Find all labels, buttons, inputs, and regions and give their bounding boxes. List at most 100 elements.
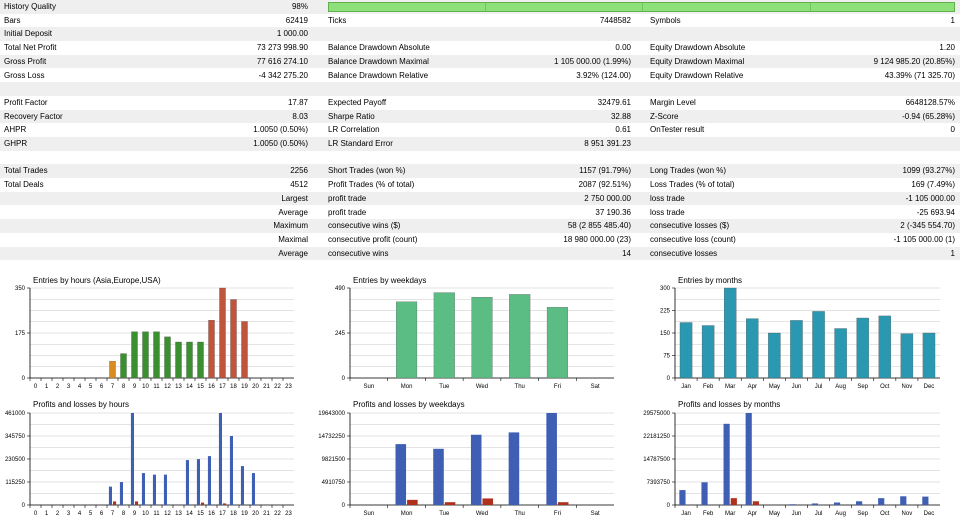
bar bbox=[219, 287, 226, 379]
chart-title: Profits and losses by weekdays bbox=[353, 400, 465, 409]
chart-panel: 0 75 150 225 300 Jan Feb Mar Apr May Jun Jul Aug Sep O… bbox=[640, 276, 960, 396]
chart-title: Entries by hours (Asia,Europe,USA) bbox=[33, 276, 161, 285]
bar bbox=[812, 311, 825, 379]
y-tick-label: 461000 bbox=[5, 411, 26, 417]
x-tick-label: 19 bbox=[241, 511, 248, 517]
loss-bar bbox=[557, 502, 569, 505]
stat-value: 1099 (93.27%) bbox=[902, 166, 955, 176]
stat-value: 8.03 bbox=[292, 111, 308, 121]
bar bbox=[109, 361, 116, 379]
profit-bar bbox=[745, 413, 752, 505]
x-tick-label: 20 bbox=[252, 511, 259, 517]
x-tick-label: Jun bbox=[792, 511, 802, 517]
stat-label: Gross Profit bbox=[4, 56, 47, 66]
stats-row: Total Trades 2256 Short Trades (won %) 1157… bbox=[0, 164, 960, 179]
stat-value: 77 616 274.10 bbox=[256, 56, 308, 66]
stat-value: 58 (2 855 485.40) bbox=[567, 221, 631, 231]
x-tick-label: 1 bbox=[45, 384, 49, 390]
x-tick-label: 9 bbox=[133, 511, 137, 517]
bar bbox=[834, 328, 847, 379]
stat-value: 32.88 bbox=[610, 111, 631, 121]
bar bbox=[230, 299, 237, 379]
x-tick-label: 0 bbox=[34, 511, 38, 517]
x-tick-label: 16 bbox=[208, 384, 215, 390]
y-tick-label: 75 bbox=[663, 354, 670, 360]
stats-row: Largest profit trade 2 750 000.00 loss trad… bbox=[0, 191, 960, 206]
profit-bar bbox=[229, 436, 233, 505]
x-tick-label: Sep bbox=[857, 511, 868, 517]
y-tick-label: 345750 bbox=[5, 434, 26, 440]
x-tick-label: Jul bbox=[815, 511, 823, 517]
stat-label: consecutive wins ($) bbox=[328, 221, 401, 231]
profit-bar bbox=[811, 503, 819, 505]
x-tick-label: Jun bbox=[792, 384, 802, 390]
bar bbox=[433, 292, 455, 379]
bar bbox=[131, 331, 138, 379]
stats-row: Total Deals 4512 Profit Trades (% of total… bbox=[0, 178, 960, 192]
bar bbox=[701, 325, 715, 379]
stat-value: 1 bbox=[950, 248, 955, 258]
x-tick-label: Dec bbox=[924, 511, 935, 517]
stat-value: 0 bbox=[950, 125, 955, 135]
x-tick-label: 17 bbox=[219, 384, 226, 390]
y-tick-label: 0 bbox=[667, 503, 671, 509]
chart-title: Profits and losses by months bbox=[678, 400, 781, 409]
x-tick-label: Aug bbox=[835, 384, 846, 390]
stat-label: consecutive profit (count) bbox=[328, 234, 418, 244]
x-tick-label: 5 bbox=[89, 511, 93, 517]
x-tick-label: 5 bbox=[89, 384, 93, 390]
stat-value: 17.87 bbox=[287, 97, 308, 107]
x-tick-label: 14 bbox=[186, 511, 193, 517]
stat-value bbox=[480, 82, 631, 96]
stat-label: loss trade bbox=[650, 193, 685, 203]
stat-value: 14 bbox=[622, 248, 631, 258]
chart-panel: 0 115250 230500 345750 461000 0 1 2 3 4 5 6 7 8 9 10 11 1… bbox=[0, 399, 320, 526]
bar bbox=[768, 332, 781, 379]
stat-value: 2 (-345 554.70) bbox=[900, 221, 955, 231]
stats-row: Maximum consecutive wins ($) 58 (2 855 485… bbox=[0, 219, 960, 233]
bar bbox=[679, 322, 693, 379]
x-tick-label: Apr bbox=[748, 384, 757, 390]
profit-bar bbox=[251, 473, 255, 505]
x-tick-label: 15 bbox=[197, 511, 204, 517]
profit-bar bbox=[833, 502, 841, 505]
x-tick-label: Fri bbox=[554, 511, 561, 517]
y-tick-label: 29575000 bbox=[643, 411, 670, 417]
x-tick-label: 13 bbox=[175, 511, 182, 517]
stat-qualifier: Largest bbox=[281, 193, 308, 203]
x-tick-label: 23 bbox=[285, 384, 292, 390]
x-tick-label: Apr bbox=[748, 511, 757, 517]
x-tick-label: 9 bbox=[133, 384, 137, 390]
x-tick-label: Oct bbox=[880, 511, 890, 517]
x-tick-label: Oct bbox=[880, 384, 890, 390]
stat-label: Ticks bbox=[328, 15, 347, 25]
stats-row bbox=[0, 151, 960, 165]
bar bbox=[175, 341, 182, 379]
x-tick-label: 1 bbox=[45, 511, 49, 517]
stat-label: Gross Loss bbox=[4, 70, 45, 80]
x-tick-label: 10 bbox=[142, 384, 149, 390]
x-tick-label: Feb bbox=[703, 384, 714, 390]
stat-label: AHPR bbox=[4, 125, 27, 135]
stat-value: -25 693.94 bbox=[916, 207, 955, 217]
x-tick-label: Thu bbox=[515, 384, 525, 390]
x-tick-label: 12 bbox=[164, 511, 171, 517]
x-tick-label: Thu bbox=[515, 511, 525, 517]
stat-label: consecutive loss (count) bbox=[650, 234, 736, 244]
x-tick-label: 14 bbox=[186, 384, 193, 390]
stats-row: Gross Loss -4 342 275.20 Balance Drawdown … bbox=[0, 69, 960, 83]
bar bbox=[546, 307, 568, 379]
stat-label: LR Correlation bbox=[328, 125, 380, 135]
stat-label: Loss Trades (% of total) bbox=[650, 180, 735, 190]
stat-value: 2 750 000.00 bbox=[584, 193, 631, 203]
stat-label: consecutive losses ($) bbox=[650, 221, 730, 231]
x-tick-label: 22 bbox=[274, 384, 281, 390]
profit-bar bbox=[119, 482, 123, 505]
loss-bar bbox=[752, 501, 759, 505]
bar bbox=[142, 331, 149, 379]
history-quality-value: 98% bbox=[291, 2, 308, 11]
bar bbox=[396, 301, 418, 379]
x-tick-label: 18 bbox=[230, 511, 237, 517]
